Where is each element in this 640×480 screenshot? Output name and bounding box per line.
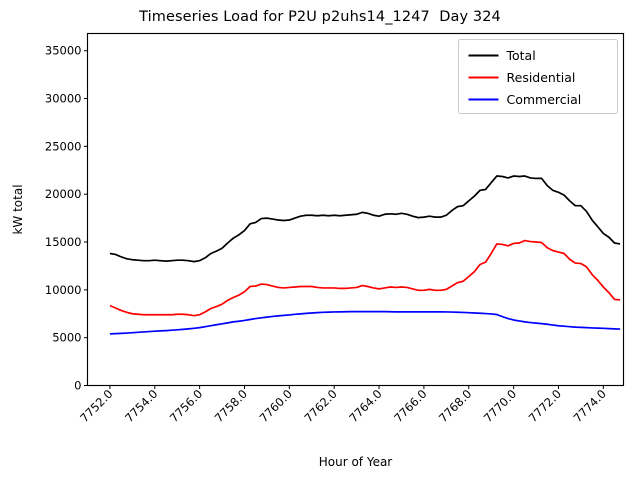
plot-frame xyxy=(86,32,625,387)
x-tick-label: 7754.0 xyxy=(122,387,160,425)
chart-legend: Total Residential Commercial xyxy=(458,39,618,114)
y-axis: 0 5000 10000 15000 20000 25000 30000 35000 xyxy=(45,44,88,393)
x-tick-label: 7756.0 xyxy=(167,387,205,425)
y-tick-label: 10000 xyxy=(45,283,82,297)
x-axis-label: Hour of Year xyxy=(319,455,393,469)
y-tick-label: 35000 xyxy=(45,44,82,58)
x-tick-label: 7758.0 xyxy=(212,387,250,425)
x-axis: 7752.0 7754.0 7756.0 7758.0 7760.0 7762.0 7764… xyxy=(77,385,609,425)
x-tick-label: 7762.0 xyxy=(301,387,339,425)
y-tick-label: 5000 xyxy=(52,331,81,345)
legend-label-residential: Residential xyxy=(507,70,576,85)
y-axis-label: kW total xyxy=(11,184,25,234)
series-line-residential xyxy=(109,239,621,317)
y-tick-label: 15000 xyxy=(45,235,82,249)
x-tick-label: 7764.0 xyxy=(346,387,384,425)
y-tick-label: 0 xyxy=(74,379,81,393)
legend-label-commercial: Commercial xyxy=(507,92,582,107)
x-tick-label: 7774.0 xyxy=(571,387,609,425)
x-tick-label: 7772.0 xyxy=(526,387,564,425)
series-line-commercial xyxy=(109,310,621,335)
chart-title: Timeseries Load for P2U p2uhs14_1247 Day… xyxy=(139,9,501,25)
series-line-total xyxy=(109,175,621,263)
y-tick-label: 25000 xyxy=(45,139,82,153)
legend-label-total: Total xyxy=(506,48,536,63)
y-tick-label: 30000 xyxy=(45,92,82,106)
y-tick-label: 20000 xyxy=(45,187,82,201)
x-tick-label: 7766.0 xyxy=(391,387,429,425)
x-tick-label: 7752.0 xyxy=(77,387,115,425)
x-tick-label: 7760.0 xyxy=(257,387,295,425)
x-tick-label: 7768.0 xyxy=(436,387,474,425)
x-tick-label: 7770.0 xyxy=(481,387,519,425)
legend-background xyxy=(458,39,618,114)
